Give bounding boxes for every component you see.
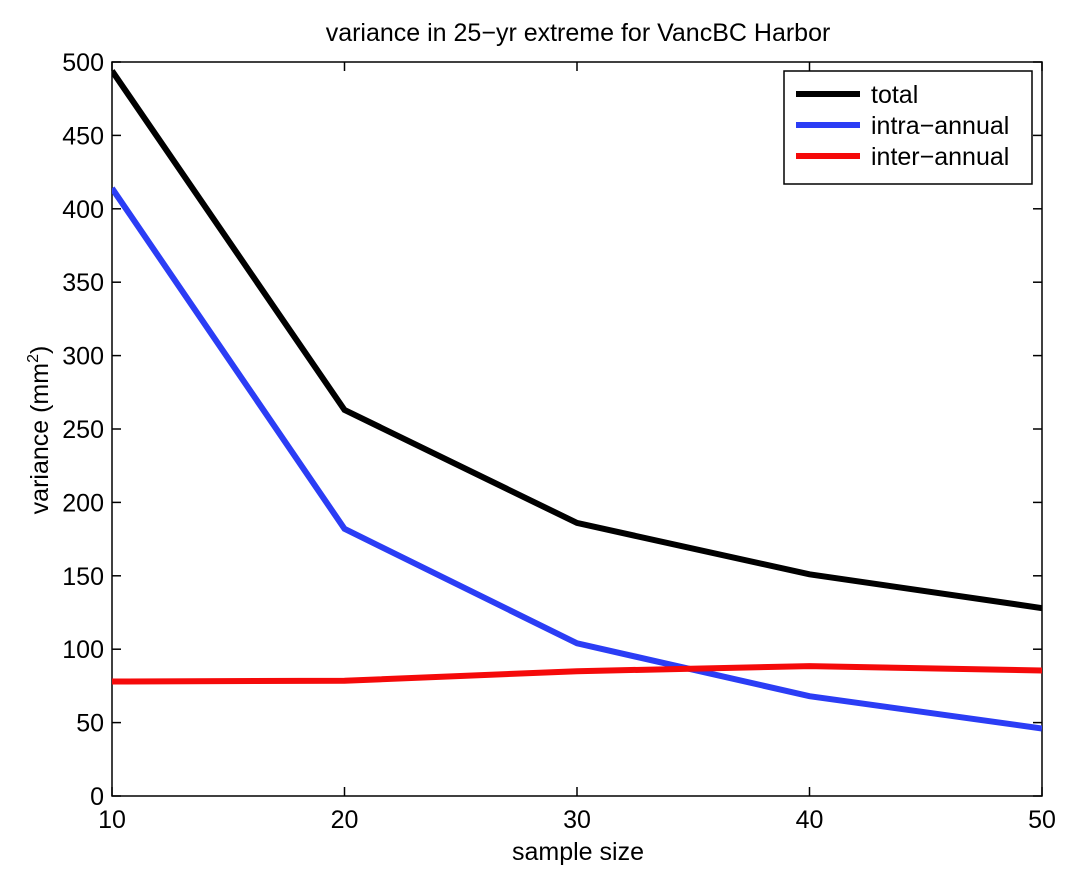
chart-title: variance in 25−yr extreme for VancBC Har… <box>326 19 831 47</box>
legend-label: total <box>871 81 918 109</box>
y-tick-label: 400 <box>62 196 104 224</box>
x-tick-label: 30 <box>563 806 591 834</box>
y-tick-label: 350 <box>62 269 104 297</box>
y-tick-label: 0 <box>90 783 104 811</box>
y-tick-label: 300 <box>62 343 104 371</box>
legend: total intra−annual inter−annual <box>783 70 1033 185</box>
y-tick-label: 500 <box>62 49 104 77</box>
y-tick-label: 450 <box>62 122 104 150</box>
legend-label: intra−annual <box>871 112 1009 140</box>
y-axis-label-prefix: variance (mm <box>26 363 54 514</box>
x-tick-label: 50 <box>1028 806 1056 834</box>
series-line-2 <box>112 186 1042 732</box>
plot-area: 10 20 30 40 50050100150200250300350400450500… <box>62 49 1056 834</box>
x-axis-label: sample size <box>512 838 644 866</box>
y-tick-label: 100 <box>62 636 104 664</box>
y-tick-label: 50 <box>76 710 104 738</box>
x-tick-label: 10 <box>98 806 126 834</box>
series-line-3 <box>112 663 1042 685</box>
y-tick-label: 250 <box>62 416 104 444</box>
legend-label: inter−annual <box>871 143 1009 171</box>
y-axis-label: variance (mm2) <box>25 346 54 515</box>
y-axis-label-superscript: 2 <box>25 354 42 363</box>
series-line-1 <box>112 69 1042 612</box>
x-tick-label: 20 <box>331 806 359 834</box>
y-axis-label-suffix: ) <box>26 346 54 354</box>
y-tick-label: 200 <box>62 489 104 517</box>
y-tick-label: 150 <box>62 563 104 591</box>
x-tick-label: 40 <box>796 806 824 834</box>
